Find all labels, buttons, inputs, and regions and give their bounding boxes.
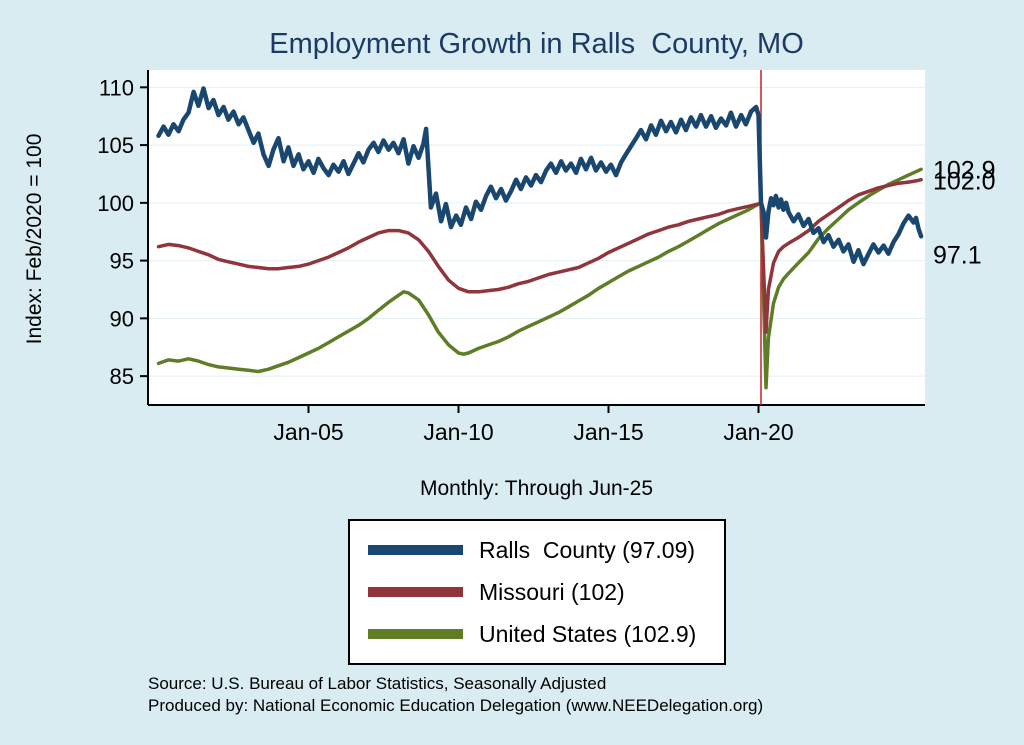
legend-label-united-states: United States (102.9) [479,620,697,647]
svg-text:102.9: 102.9 [933,156,996,184]
svg-text:85: 85 [110,364,134,389]
legend-row-ralls-county: Ralls County (97.09) [368,529,696,571]
legend-row-united-states: United States (102.9) [368,613,696,655]
legend-label-missouri: Missouri (102) [479,578,625,605]
chart-legend: Ralls County (97.09) Missouri (102) Unit… [348,519,727,665]
svg-text:97.1: 97.1 [933,241,982,269]
ralls-county-line-swatch [368,545,463,555]
svg-text:Jan-10: Jan-10 [423,419,493,445]
footer-source-line: Source: U.S. Bureau of Labor Statistics,… [148,674,607,693]
svg-text:105: 105 [97,133,134,158]
svg-text:Jan-20: Jan-20 [723,419,793,445]
footer-producer-line: Produced by: National Economic Education… [148,696,764,716]
legend-row-missouri: Missouri (102) [368,571,696,613]
united-states-line-swatch [368,629,463,639]
legend-label-ralls-county: Ralls County (97.09) [479,536,696,563]
svg-text:95: 95 [110,249,134,274]
employment-chart-svg: 85 90 95 100 105 110 Jan-05 Jan-10 Jan-15 Jan-20 9… [97,70,996,445]
svg-text:102.0: 102.0 [933,168,996,196]
employment-chart: 85 90 95 100 105 110 Jan-05 Jan-10 Jan-15 Jan-20 9… [0,60,1024,460]
svg-text:110: 110 [99,75,134,100]
svg-text:100: 100 [97,191,134,216]
svg-text:Jan-15: Jan-15 [573,419,643,445]
chart-footer: Source: U.S. Bureau of Labor Statistics,… [148,673,763,718]
svg-text:Jan-05: Jan-05 [273,419,343,445]
chart-subtitle: Monthly: Through Jun-25 [419,477,654,500]
chart-title: Employment Growth in Ralls County, MO [269,28,804,60]
missouri-line-swatch [368,587,463,597]
svg-text:90: 90 [110,306,134,331]
